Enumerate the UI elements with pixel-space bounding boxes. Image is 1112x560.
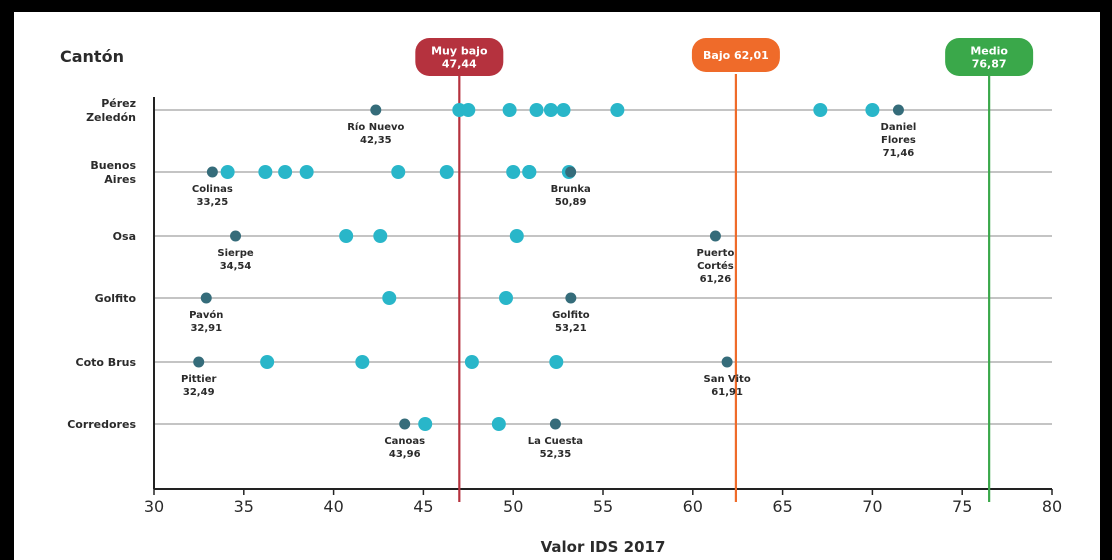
x-tick-label-75: 75 — [952, 497, 972, 516]
extreme-point-1-0 — [206, 166, 218, 178]
extreme-label-3-0-0: Pavón — [189, 309, 223, 321]
x-tick-label-70: 70 — [862, 497, 882, 516]
data-point-4-3 — [464, 355, 479, 369]
chart-title: Cantón — [60, 47, 124, 66]
data-point-3-1 — [382, 291, 397, 305]
extreme-label-0-0-1: 42,35 — [360, 135, 392, 146]
category-label-2-0: Osa — [113, 230, 136, 243]
extreme-point-0-1 — [892, 104, 904, 116]
x-tick-label-50: 50 — [503, 497, 523, 516]
data-point-0-6 — [556, 103, 571, 117]
extreme-label-0-1-0: Daniel — [881, 122, 917, 133]
data-point-0-4 — [529, 103, 544, 117]
threshold-badge-0 — [415, 38, 504, 76]
extreme-label-2-0-1: 34,54 — [220, 261, 252, 272]
extreme-label-4-0-1: 32,49 — [183, 387, 215, 398]
extreme-label-2-1-0: Puerto — [697, 248, 735, 259]
x-tick-label-30: 30 — [144, 497, 164, 516]
extreme-label-5-1-1: 52,35 — [540, 449, 572, 460]
data-point-2-3 — [509, 229, 524, 243]
x-tick-label-65: 65 — [772, 497, 792, 516]
category-label-1-1: Aires — [104, 173, 136, 186]
data-point-5-2 — [491, 417, 506, 431]
scatter-chart: Cantón 30 35 40 45 50 55 60 65 70 75 80 Valor IDS 20… — [60, 38, 1062, 556]
extreme-label-0-1-1: Flores — [881, 135, 916, 146]
extreme-label-4-1-0: San Vito — [704, 374, 751, 385]
category-label-0-1: Zeledón — [86, 111, 136, 124]
threshold-badge-2 — [945, 38, 1034, 76]
data-point-1-4 — [299, 165, 314, 179]
data-point-2-2 — [373, 229, 388, 243]
extreme-label-5-1-0: La Cuesta — [528, 436, 583, 447]
data-point-1-6 — [439, 165, 454, 179]
data-point-0-3 — [502, 103, 517, 117]
data-point-1-7 — [506, 165, 521, 179]
extreme-point-5-0 — [399, 418, 411, 430]
threshold-label-0-0: Muy bajo — [431, 45, 488, 58]
data-point-1-10 — [522, 165, 537, 179]
extreme-label-4-0-0: Pittier — [181, 374, 217, 385]
extreme-label-1-1-0: Brunka — [551, 184, 591, 195]
x-tick-label-45: 45 — [413, 497, 433, 516]
category-label-0-0: Pérez — [101, 97, 136, 110]
extreme-point-4-1 — [721, 356, 733, 368]
extreme-point-0-0 — [370, 104, 382, 116]
data-point-0-5 — [543, 103, 558, 117]
extreme-point-3-0 — [200, 292, 212, 304]
extreme-label-0-0-0: Río Nuevo — [347, 121, 404, 133]
extreme-label-2-0-0: Sierpe — [217, 248, 254, 259]
extreme-label-3-1-0: Golfito — [552, 310, 590, 321]
x-tick-label-80: 80 — [1042, 497, 1062, 516]
extreme-label-3-1-1: 53,21 — [555, 323, 587, 334]
x-tick-label-60: 60 — [683, 497, 703, 516]
category-label-4-0: Coto Brus — [76, 356, 137, 369]
extreme-point-1-1 — [565, 166, 577, 178]
x-axis-label: Valor IDS 2017 — [541, 538, 666, 556]
extreme-label-1-0-1: 33,25 — [197, 197, 229, 208]
extreme-label-2-1-2: 61,26 — [700, 274, 732, 285]
category-label-5-0: Corredores — [67, 418, 136, 431]
extreme-label-3-0-1: 32,91 — [190, 323, 222, 334]
data-point-5-1 — [418, 417, 433, 431]
extreme-point-5-1 — [549, 418, 561, 430]
data-point-0-9 — [865, 103, 880, 117]
threshold-badge-1 — [691, 38, 780, 72]
threshold-label-2-1: 76,87 — [972, 58, 1007, 71]
threshold-label-2-0: Medio — [970, 45, 1008, 58]
extreme-point-4-0 — [193, 356, 205, 368]
extreme-label-5-0-0: Canoas — [384, 436, 425, 447]
chart-panel: Cantón 30 35 40 45 50 55 60 65 70 75 80 Valor IDS 20… — [14, 12, 1100, 560]
threshold-label-1-0: Bajo 62,01 — [703, 49, 769, 62]
x-tick-label-35: 35 — [234, 497, 254, 516]
threshold-label-0-1: 47,44 — [442, 58, 477, 71]
extreme-label-1-1-1: 50,89 — [555, 197, 587, 208]
x-tick-label-40: 40 — [323, 497, 343, 516]
extreme-label-2-1-1: Cortés — [697, 260, 734, 272]
data-point-1-2 — [258, 165, 273, 179]
data-point-4-2 — [355, 355, 370, 369]
extreme-point-2-0 — [230, 230, 242, 242]
data-point-3-2 — [499, 291, 514, 305]
data-point-0-2 — [461, 103, 476, 117]
category-label-3-0: Golfito — [95, 292, 137, 305]
category-label-1-0: Buenos — [90, 159, 136, 172]
extreme-label-5-0-1: 43,96 — [389, 449, 421, 460]
extreme-label-4-1-1: 61,91 — [711, 387, 743, 398]
data-point-4-1 — [260, 355, 275, 369]
data-point-1-1 — [220, 165, 235, 179]
x-tick-label-55: 55 — [593, 497, 613, 516]
data-point-0-8 — [813, 103, 828, 117]
data-point-4-4 — [549, 355, 564, 369]
extreme-label-1-0-0: Colinas — [192, 184, 233, 195]
extreme-label-0-1-2: 71,46 — [883, 148, 915, 159]
data-point-2-1 — [339, 229, 354, 243]
extreme-point-2-1 — [709, 230, 721, 242]
data-point-1-3 — [278, 165, 293, 179]
data-point-1-5 — [391, 165, 406, 179]
extreme-point-3-1 — [565, 292, 577, 304]
data-point-0-7 — [610, 103, 625, 117]
